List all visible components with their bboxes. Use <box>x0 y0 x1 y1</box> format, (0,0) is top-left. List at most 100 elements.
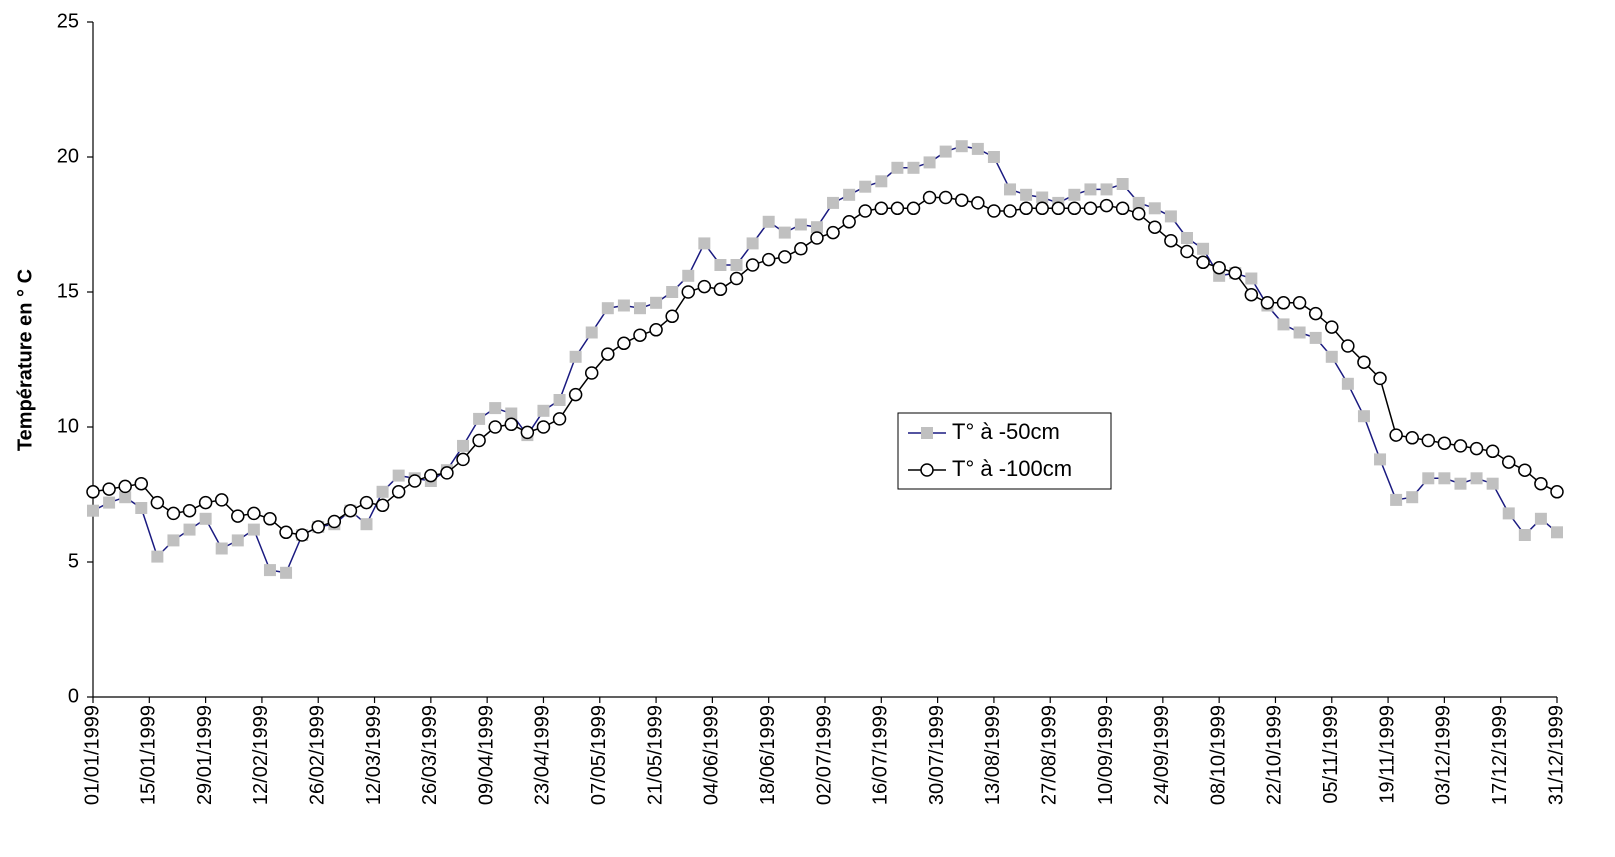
data-point <box>537 404 550 417</box>
data-point <box>827 196 840 209</box>
data-point <box>810 221 823 234</box>
x-tick-label: 26/02/1999 <box>307 705 329 805</box>
data-point <box>955 140 968 153</box>
data-point <box>826 225 840 240</box>
x-tick-label: 16/07/1999 <box>870 705 892 805</box>
x-tick-label: 23/04/1999 <box>532 705 554 805</box>
data-point <box>472 433 486 448</box>
data-point <box>1035 201 1049 216</box>
data-point <box>617 336 631 351</box>
y-tick-label: 25 <box>57 10 79 32</box>
data-point <box>971 196 985 210</box>
data-point <box>794 218 807 231</box>
data-point <box>408 474 422 488</box>
data-point <box>1116 178 1129 190</box>
data-point <box>359 495 374 510</box>
x-tick-label: 17/12/1999 <box>1489 705 1511 805</box>
data-point <box>1373 371 1387 386</box>
data-point <box>938 190 953 205</box>
x-tick-label: 24/09/1999 <box>1151 705 1173 805</box>
data-point <box>1374 453 1387 466</box>
data-point <box>279 525 293 540</box>
data-point <box>1437 436 1452 450</box>
y-tick-label: 20 <box>57 145 79 167</box>
data-point <box>1180 232 1193 244</box>
y-tick-label: 15 <box>57 280 79 302</box>
data-point <box>247 523 260 536</box>
data-point <box>1325 350 1338 363</box>
data-point <box>1405 431 1419 445</box>
x-tick-label: 10/09/1999 <box>1095 705 1117 805</box>
data-point <box>263 512 277 526</box>
data-point <box>199 512 212 525</box>
data-point <box>746 237 759 250</box>
data-point <box>1148 202 1161 215</box>
x-tick-label: 29/01/1999 <box>194 705 216 805</box>
data-point <box>762 215 775 228</box>
data-point <box>987 204 1001 218</box>
data-point <box>1357 355 1371 369</box>
data-point <box>1148 220 1162 234</box>
data-point <box>568 387 583 402</box>
data-point <box>1390 493 1403 506</box>
data-point <box>1004 183 1017 196</box>
data-point <box>150 495 165 510</box>
data-point <box>761 252 776 267</box>
data-point <box>360 518 373 531</box>
data-point <box>569 350 582 363</box>
data-point <box>601 302 614 315</box>
data-point <box>1164 210 1177 223</box>
data-point <box>1534 512 1547 525</box>
data-point <box>86 485 100 499</box>
data-point <box>906 201 921 216</box>
data-point <box>843 188 856 201</box>
data-point <box>585 326 598 339</box>
data-point <box>119 491 132 504</box>
data-point <box>682 269 695 282</box>
data-point <box>1518 529 1531 541</box>
data-point <box>1341 377 1354 390</box>
data-point <box>295 528 309 542</box>
data-point <box>553 394 566 406</box>
data-point <box>391 485 406 499</box>
x-tick-label: 04/06/1999 <box>701 705 723 805</box>
x-tick-label: 18/06/1999 <box>757 705 779 805</box>
x-tick-label: 15/01/1999 <box>138 705 160 805</box>
data-point <box>1197 242 1210 255</box>
data-point <box>649 323 663 337</box>
data-point <box>842 215 856 229</box>
data-point <box>457 439 470 452</box>
data-point <box>489 402 502 415</box>
x-tick-label: 12/03/1999 <box>363 705 385 805</box>
data-point <box>858 204 872 218</box>
data-point <box>440 466 454 480</box>
data-point <box>1518 463 1532 477</box>
data-point <box>1083 201 1098 216</box>
data-point <box>1341 339 1355 353</box>
data-point <box>617 299 630 312</box>
x-tick-label: 21/05/1999 <box>644 705 666 805</box>
legend-label: T° à -50cm <box>952 419 1060 444</box>
data-point <box>971 142 984 155</box>
data-point <box>214 493 229 507</box>
data-point <box>375 498 390 513</box>
data-point <box>488 420 502 434</box>
data-point <box>923 156 936 169</box>
data-point <box>1292 296 1307 310</box>
data-point <box>1131 206 1146 221</box>
data-point <box>1453 439 1468 453</box>
data-point <box>939 145 952 158</box>
data-point <box>891 161 904 174</box>
legend-label: T° à -100cm <box>952 456 1072 481</box>
data-point <box>601 347 615 361</box>
data-point <box>1501 455 1516 469</box>
data-point <box>810 231 824 245</box>
data-point <box>198 495 213 510</box>
data-point <box>1485 444 1500 459</box>
x-tick-label: 19/11/1999 <box>1376 705 1398 804</box>
data-point <box>745 258 760 272</box>
legend-marker <box>921 427 933 439</box>
x-tick-label: 31/12/1999 <box>1545 705 1567 805</box>
data-point <box>1084 183 1097 196</box>
data-point <box>183 523 196 536</box>
